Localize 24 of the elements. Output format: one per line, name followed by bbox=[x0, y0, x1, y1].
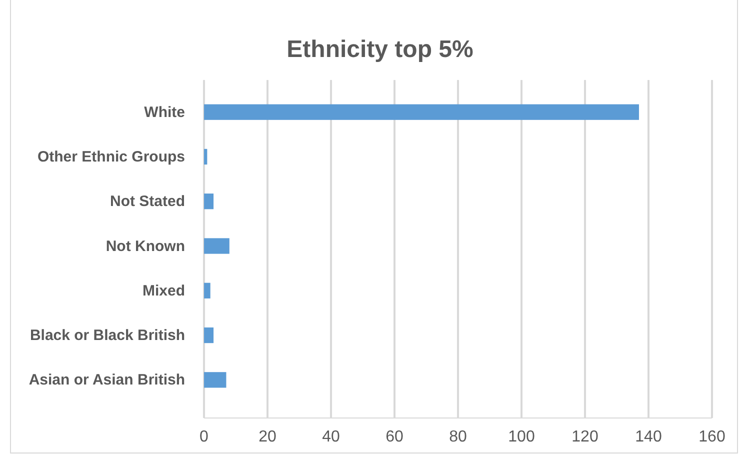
x-tick-label: 60 bbox=[386, 428, 404, 446]
x-tick-label: 80 bbox=[449, 428, 467, 446]
bar bbox=[204, 238, 230, 254]
bar bbox=[204, 327, 214, 344]
bar bbox=[204, 372, 226, 388]
y-tick-label: Black or Black British bbox=[30, 327, 185, 344]
y-tick-label: Other Ethnic Groups bbox=[37, 148, 185, 166]
y-tick-label: White bbox=[144, 104, 185, 121]
bar bbox=[204, 194, 214, 210]
bar bbox=[204, 282, 210, 298]
x-tick-label: 160 bbox=[698, 428, 726, 446]
y-tick-label: Not Stated bbox=[110, 193, 185, 210]
x-tick-label: 20 bbox=[258, 428, 276, 446]
x-tick-label: 0 bbox=[200, 428, 209, 446]
y-tick-label: Not Known bbox=[106, 238, 185, 255]
bar bbox=[204, 104, 639, 120]
bar bbox=[204, 148, 208, 165]
x-tick-label: 140 bbox=[635, 428, 662, 446]
x-tick-label: 120 bbox=[572, 428, 598, 446]
y-tick-label: Mixed bbox=[142, 282, 185, 300]
y-tick-label: Asian or Asian British bbox=[28, 372, 185, 389]
x-tick-label: 40 bbox=[322, 428, 340, 446]
x-tick-label: 100 bbox=[508, 428, 535, 446]
chart-title: Ethnicity top 5% bbox=[286, 36, 474, 63]
